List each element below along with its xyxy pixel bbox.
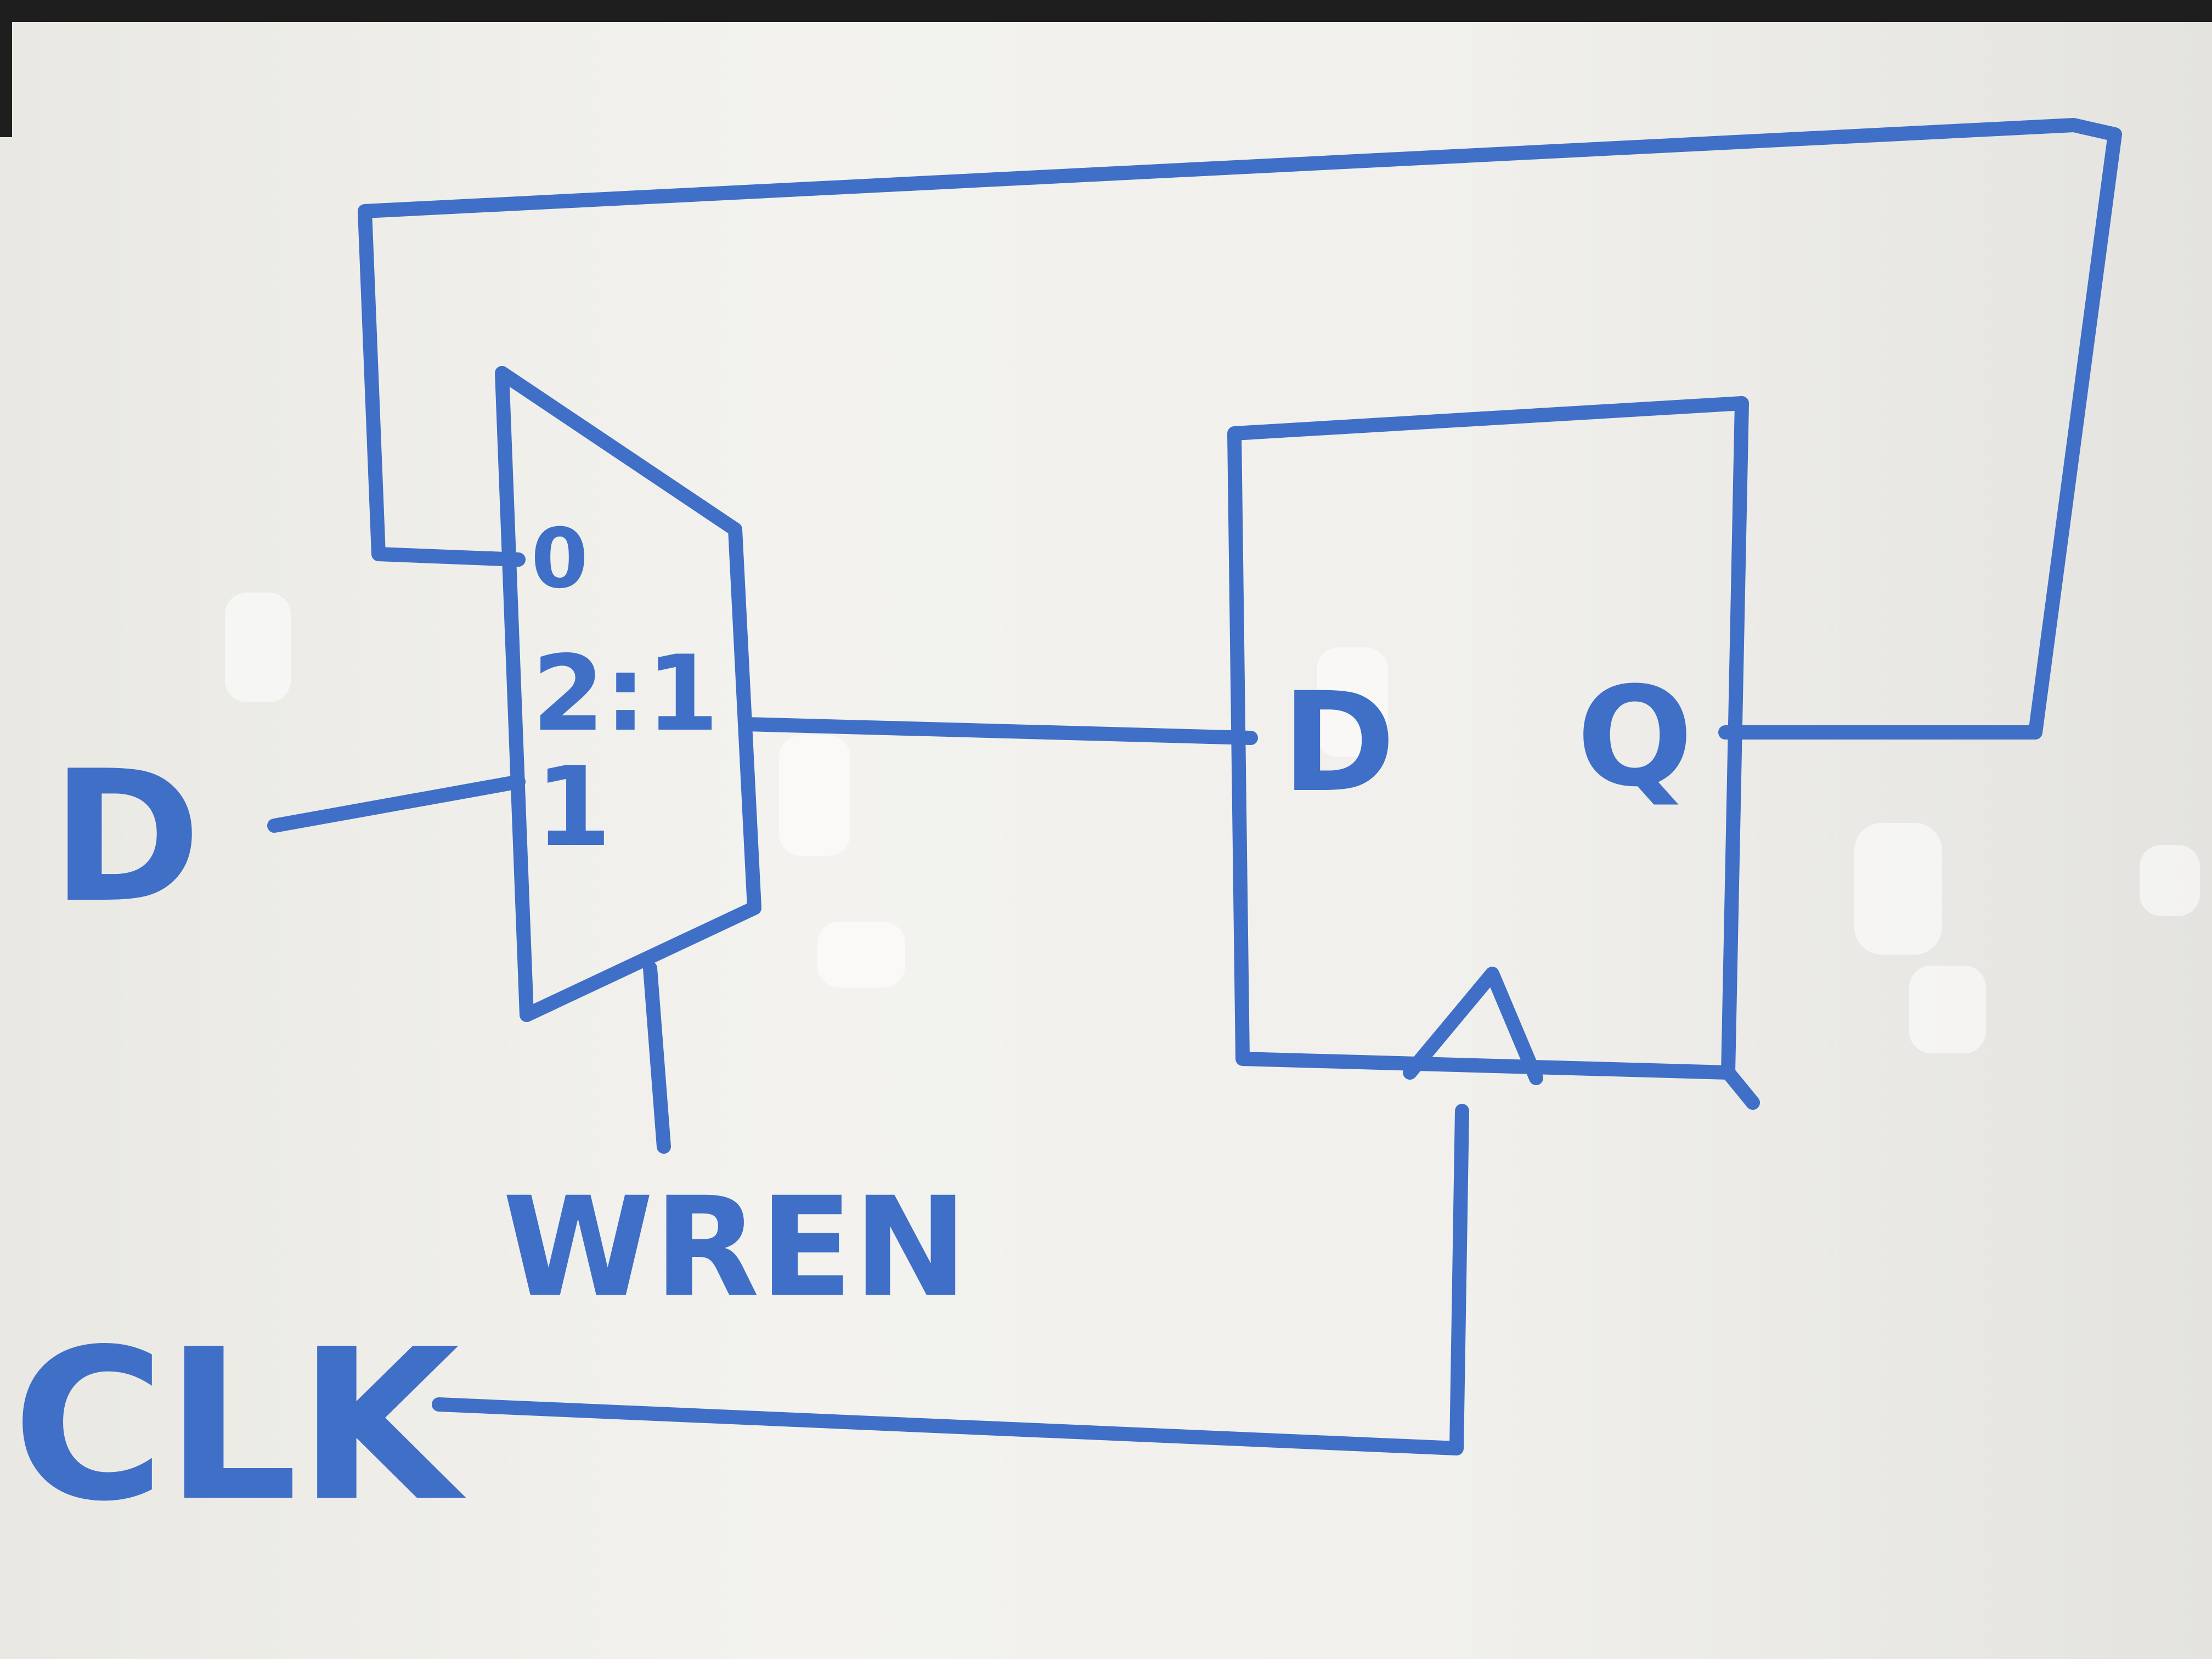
ff-d-label: D	[1282, 663, 1396, 822]
clk-wire	[432, 1104, 1469, 1455]
wren-label: WREN	[503, 1167, 968, 1327]
mux-input-0-label: 0	[531, 511, 588, 607]
mux-input-1-label: 1	[535, 743, 611, 871]
clock-edge-triangle	[1403, 967, 1543, 1085]
clk-label: CLK	[12, 1304, 467, 1547]
board-glare	[225, 592, 2200, 1053]
d-input-label: D	[51, 732, 201, 943]
mux-output-wire	[739, 717, 1258, 745]
board-frame-top	[0, 0, 2212, 22]
mux-type-label: 2:1	[532, 633, 719, 754]
ff-q-label: Q	[1577, 657, 1694, 817]
feedback-wire	[358, 118, 2122, 740]
board-frame-left	[0, 0, 12, 137]
d-input-wire	[267, 775, 526, 833]
wren-select-wire	[643, 961, 671, 1154]
mux-2to1	[495, 366, 761, 1022]
flipflop-base-extension	[1721, 1065, 1760, 1110]
